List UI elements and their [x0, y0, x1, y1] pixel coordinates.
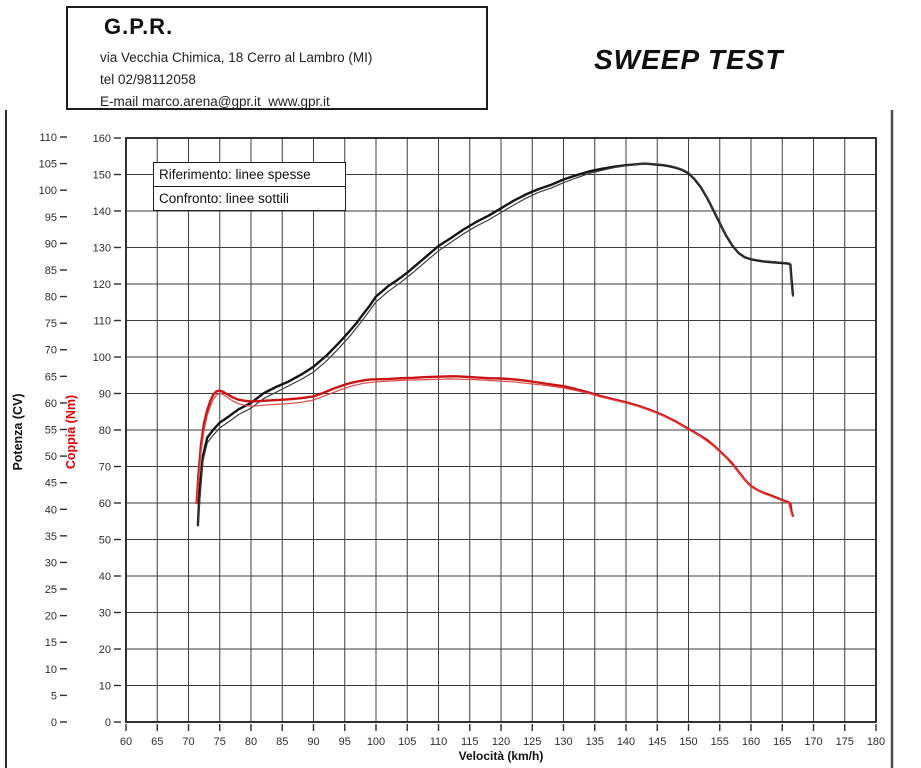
power-tick-label: 65: [45, 371, 57, 383]
power-tick-label: 95: [45, 212, 57, 224]
x-tick-label: 170: [804, 736, 822, 748]
x-tick-label: 100: [367, 736, 385, 748]
potenza-confronto-curve: [197, 163, 794, 526]
plot-border: [125, 137, 877, 723]
x-tick-label: 125: [523, 736, 541, 748]
page-title: SWEEP TEST: [594, 44, 784, 75]
x-tick-label: 135: [586, 736, 604, 748]
power-tick-label: 100: [39, 185, 57, 197]
x-tick-label: 110: [430, 736, 448, 748]
power-tick-label: 105: [39, 159, 57, 171]
power-tick-label: 60: [45, 398, 57, 410]
power-tick-label: 5: [51, 690, 57, 702]
power-tick-label: 10: [45, 664, 57, 676]
legend-comparison: Confronto: linee sottili: [153, 186, 346, 211]
power-tick-label: 30: [45, 557, 57, 569]
torque-tick-label: 60: [99, 498, 111, 510]
torque-tick-label: 90: [99, 389, 111, 401]
torque-tick-label: 130: [93, 243, 111, 255]
x-tick-label: 80: [245, 736, 257, 748]
power-tick-label: 25: [45, 584, 57, 596]
power-tick-label: 40: [45, 504, 57, 516]
grid: [125, 137, 877, 723]
torque-tick-label: 20: [99, 644, 111, 656]
power-tick-label: 110: [39, 132, 57, 144]
torque-tick-label: 140: [93, 206, 111, 218]
power-tick-label: 90: [45, 238, 57, 250]
power-tick-label: 45: [45, 478, 57, 490]
company-phone: tel 02/98112058: [100, 72, 196, 87]
torque-axis-title: Coppia (Nm): [64, 395, 78, 469]
x-axis: 60 65 70 75 80 85 90 95 100 105 110 115 120 125 130 135…: [120, 724, 885, 763]
x-tick-label: 120: [492, 736, 510, 748]
x-tick-label: 105: [398, 736, 416, 748]
company-address: via Vecchia Chimica, 18 Cerro al Lambro …: [100, 50, 373, 65]
power-tick-label: 80: [45, 292, 57, 304]
x-tick-label: 95: [339, 736, 351, 748]
torque-tick-label: 0: [105, 717, 111, 729]
power-tick-label: 50: [45, 451, 57, 463]
x-tick-label: 115: [461, 736, 479, 748]
torque-tick-label: 70: [99, 462, 111, 474]
torque-tick-label: 80: [99, 425, 111, 437]
potenza-riferimento-curve: [196, 162, 795, 527]
power-tick-label: 15: [45, 637, 57, 649]
x-tick-label: 165: [773, 736, 791, 748]
x-tick-label: 145: [648, 736, 666, 748]
power-axis-title: Potenza (CV): [11, 393, 25, 470]
x-axis-title: Velocità (km/h): [459, 749, 544, 763]
power-tick-label: 0: [51, 717, 57, 729]
torque-tick-label: 100: [93, 352, 111, 364]
power-tick-label: 70: [45, 345, 57, 357]
x-tick-label: 140: [617, 736, 635, 748]
outer-frame: [5, 110, 894, 768]
company-name: G.P.R.: [104, 14, 174, 39]
x-tick-label: 160: [742, 736, 760, 748]
x-tick-label: 65: [151, 736, 163, 748]
torque-tick-label: 30: [99, 608, 111, 620]
x-tick-label: 180: [867, 736, 885, 748]
company-info-box: G.P.R. via Vecchia Chimica, 18 Cerro al …: [66, 6, 488, 110]
power-tick-label: 55: [45, 425, 57, 437]
power-tick-label: 85: [45, 265, 57, 277]
torque-tick-label: 120: [93, 279, 111, 291]
x-tick-label: 85: [276, 736, 288, 748]
x-tick-label: 90: [307, 736, 319, 748]
x-tick-label: 70: [182, 736, 194, 748]
x-tick-label: 150: [679, 736, 697, 748]
x-tick-label: 60: [120, 736, 132, 748]
torque-tick-label: 150: [93, 170, 111, 182]
power-tick-label: 35: [45, 531, 57, 543]
power-tick-label: 20: [45, 611, 57, 623]
torque-tick-label: 40: [99, 571, 111, 583]
torque-tick-label: 160: [93, 133, 111, 145]
x-tick-label: 155: [711, 736, 729, 748]
power-tick-label: 75: [45, 318, 57, 330]
power-axis: 0 5 10 15 20 25 30 35 40 45 50 55 60 65 70 75 80 85 90 95 10…: [39, 132, 67, 729]
coppia-riferimento-curve: [195, 375, 795, 517]
torque-axis: 0 10 20 30 40 50 60 70 80 90 100 110 120 130 140 150 160: [93, 133, 121, 729]
x-tick-label: 75: [214, 736, 226, 748]
torque-tick-label: 50: [99, 535, 111, 547]
legend-reference: Riferimento: linee spesse: [153, 162, 346, 187]
x-tick-label: 130: [554, 736, 572, 748]
company-email: E-mail marco.arena@gpr.it www.gpr.it: [100, 94, 330, 109]
torque-tick-label: 10: [99, 681, 111, 693]
torque-tick-label: 110: [93, 316, 111, 328]
coppia-confronto-curve: [196, 378, 794, 518]
x-tick-label: 175: [836, 736, 854, 748]
